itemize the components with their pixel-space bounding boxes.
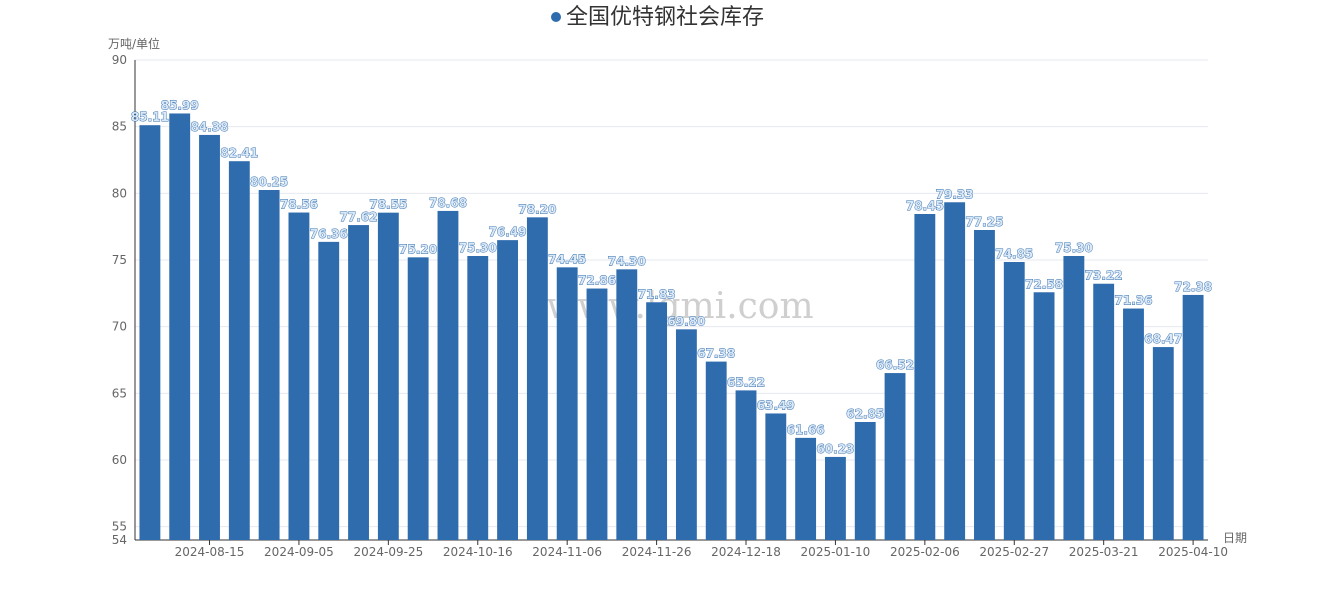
x-axis-label: 日期 bbox=[1223, 531, 1247, 545]
bar bbox=[318, 241, 340, 540]
value-label: 71.36 bbox=[1115, 294, 1153, 308]
value-label: 78.45 bbox=[906, 199, 944, 213]
value-label: 85.99 bbox=[161, 98, 199, 112]
value-label: 66.52 bbox=[876, 358, 914, 372]
value-label: 72.38 bbox=[1174, 280, 1212, 294]
value-label: 78.68 bbox=[429, 196, 467, 210]
value-label: 77.25 bbox=[965, 215, 1003, 229]
bar bbox=[1093, 283, 1115, 540]
value-label: 82.41 bbox=[220, 146, 258, 160]
value-label: 74.45 bbox=[548, 252, 586, 266]
bar bbox=[616, 269, 638, 540]
value-label: 76.36 bbox=[310, 227, 348, 241]
bar bbox=[765, 413, 787, 540]
bar bbox=[199, 134, 220, 540]
bar bbox=[944, 202, 966, 540]
value-label: 75.30 bbox=[459, 241, 497, 255]
bar bbox=[526, 217, 548, 541]
x-tick-label: 2024-10-16 bbox=[443, 545, 513, 559]
x-tick-label: 2025-01-10 bbox=[801, 545, 871, 559]
y-tick-label: 85 bbox=[112, 120, 127, 134]
y-tick-label: 65 bbox=[112, 386, 127, 400]
bar bbox=[795, 437, 817, 540]
x-tick-label: 2024-09-25 bbox=[353, 545, 423, 559]
value-label: 74.85 bbox=[995, 247, 1033, 261]
value-label: 78.20 bbox=[518, 202, 556, 216]
bar bbox=[348, 225, 369, 541]
value-label: 61.66 bbox=[787, 423, 825, 437]
chart-title: 全国优特钢社会库存 bbox=[566, 5, 764, 30]
x-tick-label: 2024-11-26 bbox=[622, 545, 692, 559]
bar bbox=[169, 113, 191, 540]
bar bbox=[586, 288, 608, 540]
bar bbox=[497, 240, 519, 540]
value-label: 77.62 bbox=[340, 210, 378, 224]
bar bbox=[974, 230, 995, 540]
title-dot bbox=[551, 12, 561, 22]
bar bbox=[258, 190, 280, 540]
bar bbox=[1003, 262, 1025, 540]
value-label: 79.33 bbox=[936, 187, 974, 201]
y-tick-label: 55 bbox=[112, 520, 127, 534]
value-label: 63.49 bbox=[757, 398, 795, 412]
x-tick-label: 2024-12-18 bbox=[711, 545, 781, 559]
bar bbox=[1152, 347, 1174, 540]
y-tick-label: 60 bbox=[112, 453, 127, 467]
x-tick-label: 2024-09-05 bbox=[264, 545, 334, 559]
y-tick-label: 54 bbox=[112, 533, 127, 547]
bar bbox=[437, 210, 459, 540]
value-label: 78.56 bbox=[280, 198, 318, 212]
value-label: 75.20 bbox=[399, 242, 437, 256]
x-tick-label: 2025-02-27 bbox=[979, 545, 1049, 559]
bar bbox=[914, 214, 936, 540]
y-axis-label: 万吨/单位 bbox=[108, 36, 160, 51]
bar bbox=[288, 212, 310, 541]
value-label: 74.30 bbox=[608, 254, 646, 268]
value-label: 62.85 bbox=[846, 407, 884, 421]
bar bbox=[646, 302, 668, 540]
value-label: 72.86 bbox=[578, 274, 616, 288]
value-label: 76.49 bbox=[489, 225, 527, 239]
value-label: 72.58 bbox=[1025, 277, 1063, 291]
bar bbox=[824, 456, 846, 540]
value-label: 71.83 bbox=[638, 287, 676, 301]
bar bbox=[467, 256, 489, 540]
bar bbox=[884, 373, 906, 540]
bar bbox=[1063, 256, 1085, 540]
y-tick-label: 90 bbox=[112, 53, 127, 67]
value-label: 65.22 bbox=[727, 375, 765, 389]
bar bbox=[735, 390, 757, 540]
value-label: 67.38 bbox=[697, 347, 735, 361]
y-tick-label: 75 bbox=[112, 253, 127, 267]
bar bbox=[407, 257, 429, 540]
bar bbox=[228, 161, 250, 540]
value-label: 85.11 bbox=[131, 110, 169, 124]
value-label: 80.25 bbox=[250, 175, 288, 189]
bar bbox=[377, 212, 399, 540]
bar bbox=[854, 422, 876, 540]
value-label: 78.55 bbox=[369, 198, 407, 212]
value-label: 68.47 bbox=[1144, 332, 1182, 346]
x-tick-label: 2024-08-15 bbox=[175, 545, 245, 559]
bar bbox=[705, 361, 727, 540]
bar bbox=[1182, 294, 1204, 540]
bar bbox=[1033, 292, 1055, 540]
y-tick-label: 80 bbox=[112, 186, 127, 200]
value-label: 69.80 bbox=[667, 314, 705, 328]
value-label: 84.38 bbox=[191, 120, 229, 134]
x-tick-label: 2025-04-10 bbox=[1158, 545, 1228, 559]
bar bbox=[139, 125, 161, 540]
bar bbox=[556, 267, 578, 540]
bar bbox=[675, 329, 697, 540]
value-label: 73.22 bbox=[1085, 269, 1123, 283]
x-tick-label: 2025-03-21 bbox=[1069, 545, 1139, 559]
x-tick-label: 2024-11-06 bbox=[532, 545, 602, 559]
bar bbox=[1123, 308, 1144, 540]
value-label: 60.23 bbox=[816, 442, 854, 456]
value-label: 75.30 bbox=[1055, 241, 1093, 255]
x-tick-label: 2025-02-06 bbox=[890, 545, 960, 559]
y-tick-label: 70 bbox=[112, 320, 127, 334]
